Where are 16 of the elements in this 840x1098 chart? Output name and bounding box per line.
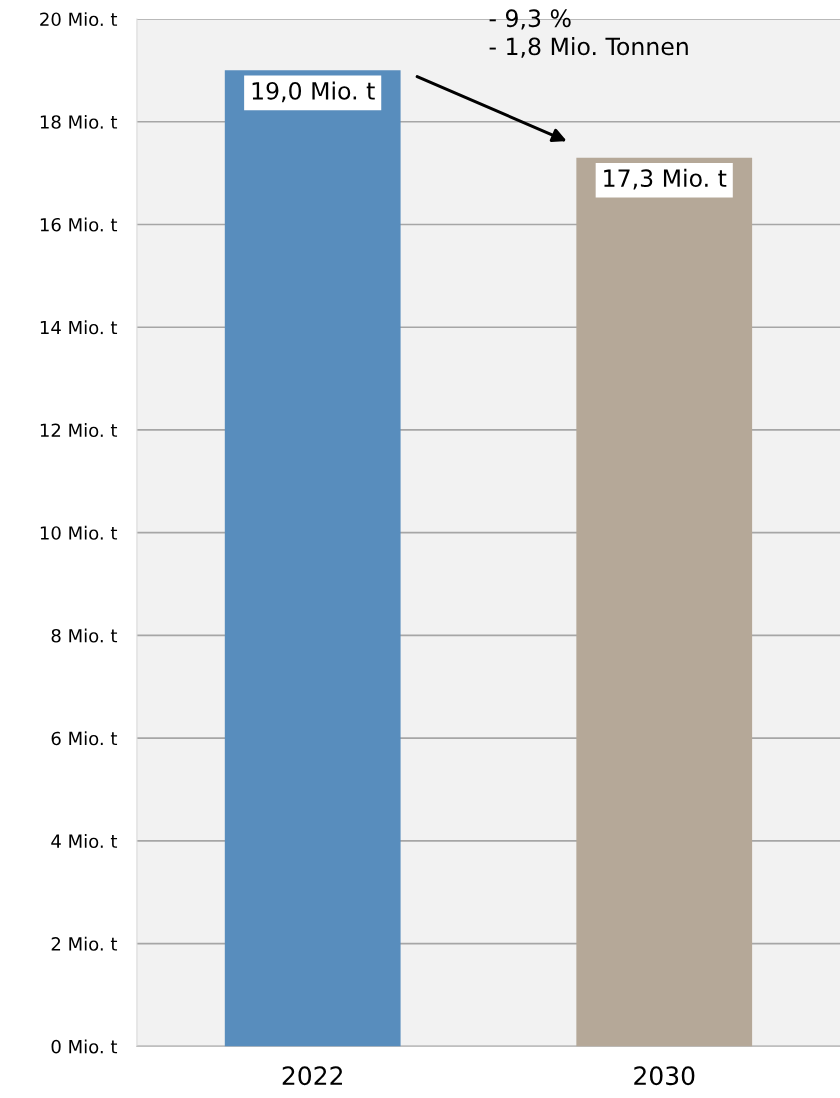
y-tick-label: 6 Mio. t (51, 731, 118, 746)
y-tick-label: 4 Mio. t (51, 834, 118, 849)
data-label: 17,3 Mio. t (604, 168, 727, 190)
y-tick-label: 2 Mio. t (51, 936, 118, 951)
y-tick-label: 0 Mio. t (51, 1039, 118, 1054)
y-tick-label: 12 Mio. t (40, 423, 118, 438)
y-tick-label: 18 Mio. t (40, 114, 118, 129)
y-tick-label: 20 Mio. t (40, 12, 118, 27)
data-label: 19,0 Mio. t (252, 81, 375, 103)
annotation: - 9,3 % - 1,8 Mio. Tonnen (489, 9, 688, 58)
x-tick-label: 2030 (634, 1066, 695, 1086)
x-tick-label: 2022 (282, 1066, 342, 1086)
y-tick-label: 14 Mio. t (40, 320, 118, 335)
y-tick-label: 10 Mio. t (40, 525, 118, 540)
y-tick-label: 8 Mio. t (51, 628, 118, 643)
y-tick-label: 16 Mio. t (40, 217, 118, 232)
